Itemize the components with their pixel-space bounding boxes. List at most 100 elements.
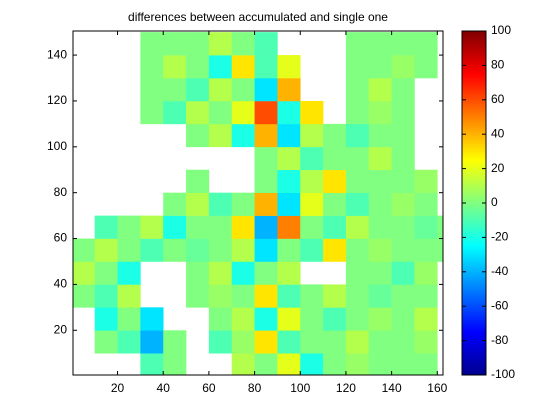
heat-cell <box>391 123 415 148</box>
heat-cell <box>231 192 255 216</box>
heat-cell <box>231 215 255 239</box>
heat-cell <box>368 169 392 193</box>
heat-cell <box>414 284 438 308</box>
heat-cell <box>323 353 347 375</box>
colorbar-tick-label: -40 <box>491 264 509 278</box>
heat-cell <box>368 284 392 308</box>
colorbar-tick-label: -60 <box>491 298 509 312</box>
heat-cell <box>391 330 415 354</box>
heat-cell <box>414 55 438 79</box>
heat-cell <box>140 100 164 125</box>
heat-cell <box>414 192 438 216</box>
heat-cell <box>73 238 95 262</box>
heat-cell <box>277 123 301 148</box>
heat-cell <box>345 123 370 148</box>
heat-cell <box>208 32 233 56</box>
y-tick-label: 120 <box>47 93 67 107</box>
heat-cell <box>323 307 347 331</box>
heat-cell <box>323 215 347 239</box>
heat-cell <box>368 238 392 262</box>
y-tick-label: 100 <box>47 139 67 153</box>
heat-cell <box>117 215 141 239</box>
colorbar-tick-label: 100 <box>491 23 511 37</box>
heat-cell <box>414 353 438 375</box>
heat-cell <box>277 215 301 239</box>
x-tick-label: 100 <box>290 381 310 395</box>
heat-cell <box>117 284 141 308</box>
heat-cell <box>208 330 233 354</box>
heat-cell <box>323 284 347 308</box>
heat-cell <box>300 307 324 331</box>
heat-cell <box>186 284 210 308</box>
heat-cell <box>186 100 210 125</box>
colorbar-tick-label: 40 <box>491 126 505 140</box>
heat-cell <box>345 55 370 79</box>
colorbar-tick-label: 0 <box>491 195 498 209</box>
heat-cell <box>163 32 187 56</box>
heat-cell <box>345 330 370 354</box>
x-tick-label: 60 <box>202 381 216 395</box>
heat-cell <box>208 100 233 125</box>
heat-cell <box>345 307 370 331</box>
heat-cell <box>73 261 95 285</box>
heat-cell <box>300 353 324 375</box>
heat-cell <box>323 169 347 193</box>
heat-cell <box>94 330 118 354</box>
heat-cell <box>391 146 415 171</box>
heat-cell <box>231 238 255 262</box>
heat-cell <box>300 123 324 148</box>
heat-cell <box>368 192 392 216</box>
heat-cell <box>254 55 278 79</box>
heat-cell <box>391 78 415 102</box>
heat-cell <box>345 78 370 102</box>
x-tick-label: 20 <box>111 381 125 395</box>
heat-cell <box>414 215 438 239</box>
heat-cell <box>231 330 255 354</box>
heat-cell <box>94 238 118 262</box>
heat-cell <box>323 123 347 148</box>
heat-cell <box>368 100 392 125</box>
x-tick-label: 140 <box>382 381 402 395</box>
heat-cell <box>277 284 301 308</box>
heat-cell <box>254 330 278 354</box>
y-tick-label: 60 <box>54 231 68 245</box>
y-tick-label: 80 <box>54 185 68 199</box>
heat-cell <box>300 215 324 239</box>
heat-cell <box>414 32 438 56</box>
x-tick-label: 120 <box>336 381 356 395</box>
heat-cell <box>254 169 278 193</box>
heat-cell <box>277 353 301 375</box>
heat-cell <box>368 146 392 171</box>
heat-cell <box>345 32 370 56</box>
heat-cell <box>140 55 164 79</box>
heat-cell <box>254 32 278 56</box>
heat-cell <box>140 307 164 331</box>
heat-cell <box>163 55 187 79</box>
heat-cell <box>345 284 370 308</box>
heat-cell <box>231 32 255 56</box>
heat-cell <box>231 123 255 148</box>
heat-cell <box>163 330 187 354</box>
heat-cell <box>254 353 278 375</box>
heat-cell <box>254 100 278 125</box>
heat-cell <box>323 192 347 216</box>
heatmap <box>73 32 443 375</box>
heat-cell <box>300 192 324 216</box>
heat-cell <box>300 238 324 262</box>
heat-cell <box>208 284 233 308</box>
heat-cell <box>140 78 164 102</box>
heat-cell <box>254 146 278 171</box>
x-tick-label: 160 <box>427 381 447 395</box>
heat-cell <box>208 78 233 102</box>
heat-cell <box>277 78 301 102</box>
heat-cell <box>94 284 118 308</box>
heat-cell <box>186 78 210 102</box>
heat-cell <box>186 32 210 56</box>
heat-cell <box>277 100 301 125</box>
heat-cell <box>94 307 118 331</box>
heat-cell <box>254 238 278 262</box>
heat-cell <box>437 215 443 239</box>
heat-cell <box>391 55 415 79</box>
heat-cell <box>391 169 415 193</box>
